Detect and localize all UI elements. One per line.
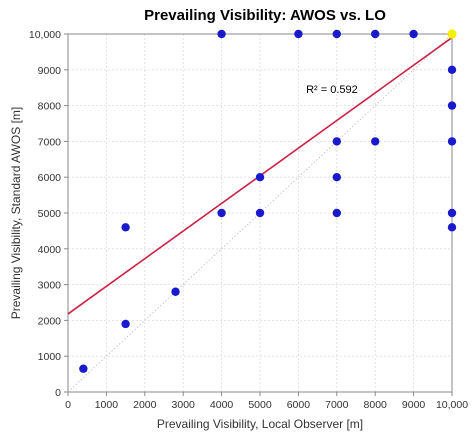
x-tick-label: 2000 xyxy=(133,399,157,411)
data-point xyxy=(255,173,265,182)
data-point xyxy=(332,208,341,218)
data-point xyxy=(447,65,457,75)
data-point xyxy=(447,101,457,110)
data-point xyxy=(409,29,418,39)
x-tick-label: 3000 xyxy=(172,399,196,411)
x-tick-label: 7000 xyxy=(325,399,349,411)
data-point xyxy=(171,287,180,296)
y-tick-label: 8000 xyxy=(38,101,62,113)
data-point xyxy=(332,137,341,146)
data-point xyxy=(217,208,226,218)
y-tick-label: 4000 xyxy=(38,244,62,256)
data-point xyxy=(371,29,380,39)
data-point xyxy=(121,223,130,232)
data-point xyxy=(217,29,226,39)
y-tick-label: 6000 xyxy=(38,172,62,184)
y-tick-label: 10,000 xyxy=(29,29,61,41)
data-point xyxy=(447,137,457,146)
data-point xyxy=(332,173,341,182)
x-tick-label: 1000 xyxy=(95,399,119,411)
y-tick-label: 9000 xyxy=(38,65,62,77)
x-axis-label: Prevailing Visibility, Local Observer [m… xyxy=(157,417,363,431)
data-point xyxy=(332,29,341,39)
x-tick-label: 4000 xyxy=(210,399,234,411)
chart-title: Prevailing Visibility: AWOS vs. LO xyxy=(144,7,386,24)
data-point xyxy=(255,208,265,218)
x-tick-label: 6000 xyxy=(287,399,311,411)
y-tick-label: 1000 xyxy=(38,351,62,363)
data-point xyxy=(371,137,380,146)
data-point xyxy=(447,208,457,218)
y-tick-label: 0 xyxy=(55,387,61,399)
data-point xyxy=(294,29,303,39)
x-tick-label: 10,000 xyxy=(436,399,468,411)
tick-labels: 0 1000 2000 3000 4000 5000 6000 7000 8000 9000 10,… xyxy=(29,29,468,411)
data-point xyxy=(79,364,88,373)
data-point xyxy=(121,319,130,329)
r-squared-annotation: R² = 0.592 xyxy=(306,84,358,96)
highlight-point xyxy=(447,29,457,39)
x-tick-label: 0 xyxy=(65,399,71,411)
y-tick-label: 2000 xyxy=(38,315,62,327)
x-tick-label: 5000 xyxy=(248,399,272,411)
y-axis-label: Prevailing Visibility, Standard AWOS [m] xyxy=(9,107,23,320)
y-tick-label: 3000 xyxy=(38,280,62,292)
x-tick-label: 9000 xyxy=(402,399,426,411)
y-tick-label: 5000 xyxy=(38,208,62,220)
x-tick-label: 8000 xyxy=(364,399,388,411)
y-tick-label: 7000 xyxy=(38,136,62,148)
data-point xyxy=(447,223,457,232)
data-points xyxy=(79,29,457,373)
